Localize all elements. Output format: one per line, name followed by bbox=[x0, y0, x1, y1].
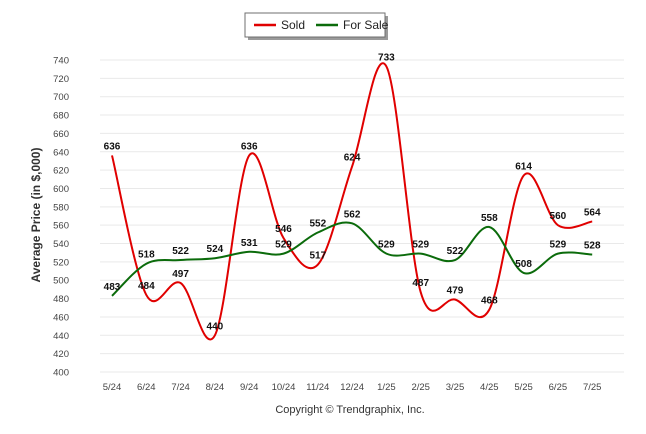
data-labels: 636 484 497 440 636 546 517 624 733 487 479 468 614 5… bbox=[104, 52, 601, 332]
data-label-sold: 614 bbox=[515, 162, 532, 173]
x-tick-label: 5/24 bbox=[103, 382, 122, 393]
y-tick-label: 740 bbox=[53, 56, 69, 67]
data-label-sold: 733 bbox=[378, 52, 395, 63]
y-tick-label: 600 bbox=[53, 184, 69, 195]
y-tick-label: 400 bbox=[53, 368, 69, 379]
x-tick-label: 7/24 bbox=[171, 382, 190, 393]
data-label-sold: 479 bbox=[447, 286, 464, 297]
x-axis: 5/24 6/24 7/24 8/24 9/24 10/24 11/24 12/24 1/25 2… bbox=[103, 382, 602, 393]
y-axis: 400 420 440 460 480 500 520 540 560 580 600 620 640 6… bbox=[53, 56, 69, 379]
x-tick-label: 5/25 bbox=[514, 382, 533, 393]
data-label-sold: 468 bbox=[481, 296, 498, 307]
y-tick-label: 520 bbox=[53, 257, 69, 268]
x-tick-label: 11/24 bbox=[306, 382, 329, 393]
gridlines bbox=[100, 59, 624, 373]
y-tick-label: 620 bbox=[53, 166, 69, 177]
y-tick-label: 640 bbox=[53, 147, 69, 158]
x-tick-label: 6/25 bbox=[549, 382, 568, 393]
data-label-for-sale: 524 bbox=[207, 244, 224, 255]
data-label-for-sale: 483 bbox=[104, 282, 121, 293]
y-tick-label: 540 bbox=[53, 239, 69, 250]
data-label-sold: 487 bbox=[412, 278, 429, 289]
data-label-for-sale: 531 bbox=[241, 238, 258, 249]
data-label-sold: 546 bbox=[275, 224, 292, 235]
y-tick-label: 680 bbox=[53, 111, 69, 122]
y-tick-label: 660 bbox=[53, 129, 69, 140]
x-tick-label: 3/25 bbox=[446, 382, 465, 393]
y-tick-label: 720 bbox=[53, 74, 69, 85]
data-label-sold: 440 bbox=[207, 321, 224, 332]
data-label-sold: 560 bbox=[550, 211, 567, 222]
series-line-for-sale bbox=[111, 221, 593, 297]
data-label-sold: 636 bbox=[104, 141, 121, 152]
legend-label-sold: Sold bbox=[281, 18, 305, 32]
x-tick-label: 10/24 bbox=[272, 382, 296, 393]
series-line-sold bbox=[111, 62, 593, 341]
y-axis-label: Average Price (in $,000) bbox=[29, 148, 43, 283]
y-tick-label: 580 bbox=[53, 202, 69, 213]
data-label-for-sale: 528 bbox=[584, 241, 601, 252]
x-tick-label: 6/24 bbox=[137, 382, 156, 393]
data-label-sold: 624 bbox=[344, 152, 361, 163]
copyright-text: Copyright © Trendgraphix, Inc. bbox=[275, 404, 424, 416]
data-label-sold: 636 bbox=[241, 141, 258, 152]
data-label-for-sale: 522 bbox=[172, 246, 189, 257]
data-label-for-sale: 508 bbox=[515, 259, 532, 270]
data-label-for-sale: 529 bbox=[275, 240, 292, 251]
y-tick-label: 420 bbox=[53, 349, 69, 360]
data-label-sold: 484 bbox=[138, 281, 155, 292]
x-tick-label: 12/24 bbox=[340, 382, 364, 393]
data-label-for-sale: 522 bbox=[447, 246, 464, 257]
x-tick-label: 9/24 bbox=[240, 382, 259, 393]
y-tick-label: 560 bbox=[53, 221, 69, 232]
y-tick-label: 460 bbox=[53, 312, 69, 323]
data-label-for-sale: 529 bbox=[550, 240, 567, 251]
legend: Sold For Sale bbox=[244, 12, 389, 40]
x-tick-label: 7/25 bbox=[583, 382, 602, 393]
data-label-for-sale: 518 bbox=[138, 250, 155, 261]
data-label-sold: 497 bbox=[172, 269, 189, 280]
legend-label-for-sale: For Sale bbox=[343, 18, 389, 32]
data-label-for-sale: 562 bbox=[344, 209, 361, 220]
data-label-for-sale: 529 bbox=[412, 240, 429, 251]
y-tick-label: 700 bbox=[53, 92, 69, 103]
x-tick-label: 1/25 bbox=[377, 382, 396, 393]
data-label-for-sale: 558 bbox=[481, 213, 498, 224]
y-tick-label: 440 bbox=[53, 331, 69, 342]
y-tick-label: 500 bbox=[53, 276, 69, 287]
x-tick-label: 2/25 bbox=[411, 382, 430, 393]
data-label-sold: 517 bbox=[309, 251, 326, 262]
series-lines bbox=[111, 62, 593, 341]
x-tick-label: 8/24 bbox=[206, 382, 225, 393]
y-tick-label: 480 bbox=[53, 294, 69, 305]
data-label-for-sale: 529 bbox=[378, 240, 395, 251]
data-label-sold: 564 bbox=[584, 208, 601, 219]
x-tick-label: 4/25 bbox=[480, 382, 499, 393]
data-label-for-sale: 552 bbox=[309, 219, 326, 230]
